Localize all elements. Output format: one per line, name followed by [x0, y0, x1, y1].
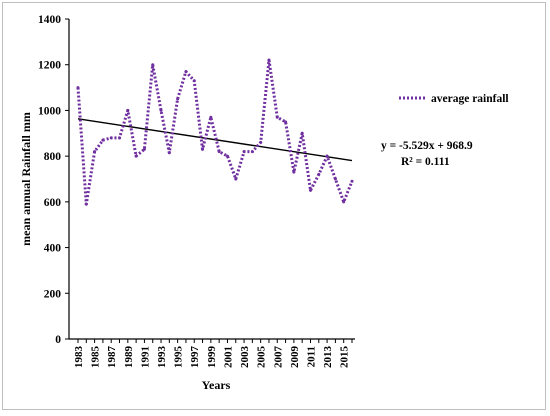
data-point [209, 115, 213, 119]
data-point [275, 115, 279, 119]
data-point [300, 131, 304, 135]
data-point [93, 150, 97, 154]
x-tick-label: 1991 [139, 346, 151, 368]
data-point [350, 179, 354, 183]
data-point [284, 120, 288, 124]
legend-label: average rainfall [431, 93, 509, 105]
x-tick-label: 2013 [322, 346, 334, 369]
x-tick-label: 2011 [305, 346, 317, 367]
data-point [159, 108, 163, 112]
data-point [292, 170, 296, 174]
legend: average rainfall [399, 93, 509, 105]
y-tick-label: 600 [44, 197, 62, 209]
data-point [201, 147, 205, 151]
x-tick-label: 1989 [123, 346, 135, 369]
data-point [151, 63, 155, 67]
series-line-average-rainfall [76, 58, 354, 206]
data-point [250, 150, 254, 154]
x-tick-label: 1997 [189, 346, 201, 369]
data-point [225, 154, 229, 158]
chart-frame: 0 200 400 600 800 1000 1200 1400 1983 1985 1987 19… [2, 2, 546, 410]
data-point [317, 172, 321, 176]
data-point [192, 79, 196, 83]
trendline-equation: y = -5.529x + 968.9 [381, 140, 473, 152]
data-point [333, 177, 337, 181]
data-point [101, 138, 105, 142]
data-point [76, 86, 80, 90]
x-ticks: 1983 1985 1987 1989 1991 1993 1995 1997 1999 2001… [73, 339, 353, 369]
x-tick-label: 2001 [222, 346, 234, 368]
x-axis-title: Years [202, 378, 231, 392]
data-point [234, 177, 238, 181]
data-point [184, 70, 188, 74]
data-point [259, 140, 263, 144]
y-axis-title: mean annual Rainfall mm [19, 112, 33, 246]
y-tick-label: 800 [44, 151, 62, 163]
data-point [176, 97, 180, 101]
data-point [134, 154, 138, 158]
x-tick-label: 2005 [256, 346, 268, 369]
y-tick-label: 200 [44, 288, 62, 300]
data-point [217, 150, 221, 154]
trendline-r-squared: R² = 0.111 [401, 156, 450, 168]
data-point [267, 58, 271, 62]
y-ticks: 0 200 400 600 800 1000 1200 1400 [38, 14, 69, 346]
data-point [242, 150, 246, 154]
data-point [167, 151, 171, 155]
x-tick-label: 1999 [206, 346, 218, 369]
data-point [118, 136, 122, 140]
y-tick-label: 1400 [38, 14, 61, 26]
y-tick-label: 400 [44, 243, 62, 255]
x-tick-label: 2015 [339, 346, 351, 369]
y-tick-label: 1200 [38, 60, 61, 72]
data-point [109, 136, 113, 140]
y-tick-label: 1000 [38, 105, 61, 117]
data-point [84, 202, 88, 206]
series-layer [76, 58, 354, 206]
x-tick-label: 2009 [289, 346, 301, 369]
x-tick-label: 1995 [173, 346, 185, 369]
y-tick-label: 0 [55, 334, 61, 346]
data-point [142, 147, 146, 151]
x-tick-label: 2007 [272, 346, 284, 369]
x-tick-label: 2003 [239, 346, 251, 369]
x-tick-label: 1993 [156, 346, 168, 369]
data-point [325, 154, 329, 158]
data-point [126, 108, 130, 112]
data-point [342, 200, 346, 204]
x-tick-label: 1983 [73, 346, 85, 369]
x-tick-label: 1987 [106, 346, 118, 369]
data-point [308, 188, 312, 192]
x-tick-label: 1985 [90, 346, 102, 369]
